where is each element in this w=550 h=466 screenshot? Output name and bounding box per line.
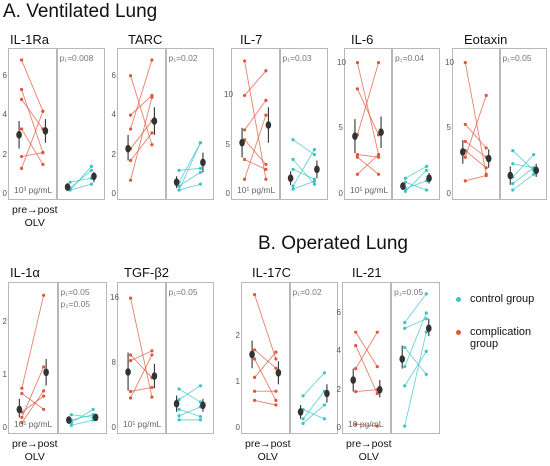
panel-title-tarc: TARC <box>128 32 163 47</box>
y-tick-label: 16 <box>110 293 119 303</box>
panel-title-il-1ra: IL-1Ra <box>10 32 50 47</box>
unit-label: 10³ pg/mL <box>14 185 53 195</box>
y-tick-label: 4 <box>111 110 116 120</box>
y-tick-label: 6 <box>111 70 116 80</box>
p-value-label: p₁=0.04 <box>395 53 425 63</box>
facet-complication-il-1 <box>8 282 58 434</box>
x-axis-label-line2: OLV <box>24 217 45 229</box>
y-tick-label: 10 <box>337 57 346 67</box>
x-axis-label-line2: OLV <box>358 451 379 463</box>
facet-control-tarc <box>165 48 214 200</box>
p-value-label: p₁=0.02 <box>168 53 198 63</box>
section-a-title: A. Ventilated Lung <box>3 1 158 22</box>
facet-control-il-17c <box>289 282 338 434</box>
facet-control-il-7 <box>279 48 328 200</box>
legend-label-complication: complication group <box>470 326 531 350</box>
unit-label: 10¹ pg/mL <box>350 185 389 195</box>
facet-complication-il-17c <box>241 282 290 434</box>
facet-complication-eotaxin <box>452 48 500 200</box>
y-tick-label: 1 <box>235 377 240 386</box>
facet-complication-il-1ra <box>8 48 57 200</box>
p-value-label: p₁=0.05 <box>60 287 90 297</box>
y-tick-label: 1 <box>2 369 7 379</box>
legend-label-complication-line2: group <box>470 338 499 350</box>
facet-complication-tgf-2 <box>117 282 166 434</box>
y-tick-label: 5 <box>338 123 343 133</box>
y-tick-label: 0 <box>225 189 230 198</box>
panel-title-il-21: IL-21 <box>352 265 382 280</box>
x-axis-label-line1: pre→post <box>245 438 291 450</box>
unit-label: 10¹ pg/mL <box>123 419 162 429</box>
p-value-label: p₁=0.02 <box>292 287 322 297</box>
y-tick-label: 6 <box>2 70 7 80</box>
section-b-title: B. Operated Lung <box>258 233 408 254</box>
legend-label-control: control group <box>470 293 535 305</box>
facet-control-eotaxin <box>499 48 547 200</box>
panel-title-tgf-2: TGF-β2 <box>124 265 170 280</box>
y-tick-label: 10 <box>445 57 454 67</box>
y-tick-label: 0 <box>338 189 343 198</box>
x-axis-label: pre→post OLV <box>12 204 58 230</box>
y-tick-label: 2 <box>2 149 7 159</box>
y-tick-label: 2 <box>336 384 341 394</box>
facet-complication-il-7 <box>231 48 280 200</box>
facet-complication-il-6 <box>344 48 392 200</box>
y-tick-label: 0 <box>446 189 451 198</box>
unit-label: 10¹ pg/mL <box>14 419 53 429</box>
p-value-label: p₁=0.03 <box>282 53 312 63</box>
facet-control-il-21 <box>391 282 440 434</box>
p-value-label: p₁=0.05 <box>394 287 424 297</box>
x-axis-label-line2: OLV <box>257 451 278 463</box>
y-tick-label: 10 <box>224 90 233 100</box>
panel-title-il-6: IL-6 <box>351 32 374 47</box>
y-tick-label: 0 <box>111 189 116 198</box>
x-axis-label-line2: OLV <box>24 451 45 463</box>
x-axis-label: pre→post OLV <box>12 438 58 464</box>
facet-complication-il-21 <box>342 282 391 434</box>
y-tick-label: 0 <box>111 423 116 432</box>
facet-control-il-6 <box>392 48 440 200</box>
y-tick-label: 2 <box>235 331 240 340</box>
panel-title-il-17c: IL-17C <box>252 265 292 280</box>
facet-control-il-1ra <box>56 48 105 200</box>
legend-item-complication: complication group <box>456 326 531 350</box>
facet-control-il-1 <box>57 282 107 434</box>
control-group-dot <box>456 297 461 302</box>
p-value-label: p₁=0.05 <box>168 287 198 297</box>
unit-label: 10¹ pg/mL <box>237 185 276 195</box>
y-tick-label: 5 <box>446 123 451 133</box>
y-tick-label: 4 <box>336 346 341 356</box>
x-axis-label: pre→post OLV <box>245 438 291 464</box>
y-tick-label: 4 <box>2 110 7 120</box>
x-axis-label-line1: pre→post <box>12 204 58 216</box>
p-value-label: p₁=0.008 <box>59 53 94 63</box>
y-tick-label: 5 <box>225 139 230 149</box>
legend-label-complication-line1: complication <box>470 326 532 338</box>
y-tick-label: 2 <box>111 149 116 159</box>
y-tick-label: 6 <box>336 308 341 317</box>
y-tick-label: 0 <box>336 423 341 432</box>
y-tick-label: 0 <box>2 189 7 198</box>
legend-item-control: control group <box>456 293 534 305</box>
facet-control-tgf-2 <box>165 282 214 434</box>
x-axis-label: pre→post OLV <box>346 438 392 464</box>
p-value-label: p₁=0.05 <box>502 53 532 63</box>
complication-group-dot <box>456 330 461 335</box>
x-axis-label-line1: pre→post <box>12 438 58 450</box>
panel-title-il-7: IL-7 <box>240 32 263 47</box>
y-tick-label: 8 <box>111 358 116 368</box>
facet-complication-tarc <box>117 48 166 200</box>
panel-title-il-1: IL-1α <box>10 265 40 280</box>
y-tick-label: 2 <box>2 316 7 326</box>
panel-title-eotaxin: Eotaxin <box>464 32 508 47</box>
x-axis-label-line1: pre→post <box>346 438 392 450</box>
y-tick-label: 0 <box>2 423 7 432</box>
p-value-label: p₂=0.05 <box>60 299 91 309</box>
unit-label: 10 pg/mL <box>348 419 384 429</box>
y-tick-label: 0 <box>235 423 240 432</box>
